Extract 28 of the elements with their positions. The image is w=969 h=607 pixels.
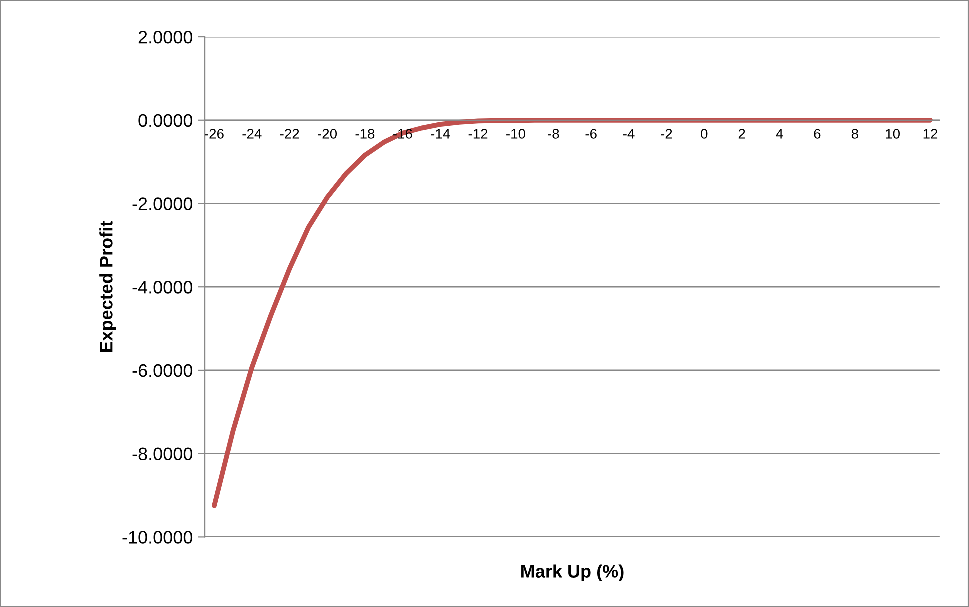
x-tick-label: -18 [356,129,375,139]
y-tick-label: -2.0000 [132,198,193,210]
x-tick-label: -6 [586,129,597,139]
y-tick-label: -6.0000 [132,364,193,378]
y-tick-label: -10.0000 [122,531,193,544]
x-tick-label: 10 [886,129,900,139]
x-tick-label: -2 [661,129,672,139]
y-tick-label: -8.0000 [132,448,193,461]
x-tick-label: -26 [205,129,224,139]
x-tick-label: 8 [852,129,858,139]
x-tick-label: -22 [280,129,300,139]
x-tick-label: 12 [924,129,938,139]
x-tick-label: -4 [623,129,635,139]
x-tick-label: -8 [548,129,560,139]
x-tick-label: 0 [701,129,708,139]
x-tick-label: -14 [431,129,450,139]
x-tick-label: -20 [318,129,338,139]
x-tick-label: -10 [506,129,526,139]
y-tick-label: 0.0000 [138,114,193,128]
x-tick-label: 4 [776,129,784,139]
x-tick-label: -24 [242,129,262,139]
x-axis-title: Mark Up (%) [522,564,624,582]
x-tick-label: -12 [468,129,488,139]
x-tick-label: 2 [738,129,746,139]
y-tick-label: -4.0000 [132,281,193,294]
x-tick-label: 6 [814,129,821,139]
y-axis-title: Expected Profit [100,221,116,352]
y-tick-label: 2.0000 [138,30,193,44]
